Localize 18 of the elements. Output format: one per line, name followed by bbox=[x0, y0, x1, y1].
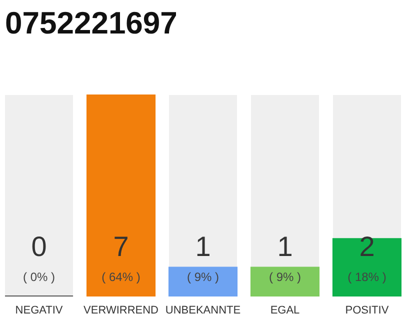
annotation: ( 64% ) bbox=[102, 270, 140, 284]
annotation: ( 9% ) bbox=[268, 270, 301, 284]
x-tick-label: NEGATIV bbox=[15, 304, 64, 316]
x-tick-label: VERWIRREND bbox=[84, 304, 159, 316]
data-label: 1 bbox=[195, 231, 211, 262]
data-label: 2 bbox=[359, 231, 375, 262]
x-tick-label: POSITIV bbox=[345, 304, 390, 316]
bar bbox=[250, 266, 320, 296]
data-label: 7 bbox=[113, 231, 129, 262]
annotation: ( 9% ) bbox=[186, 270, 220, 284]
chart-title: 0752221697 bbox=[5, 6, 178, 40]
data-label: 1 bbox=[277, 231, 293, 262]
x-tick-label: EGAL bbox=[270, 304, 300, 316]
annotation: ( 18% ) bbox=[348, 270, 386, 284]
annotation: ( 0% ) bbox=[23, 270, 56, 284]
x-tick-label: UNBEKANNTE bbox=[165, 304, 241, 316]
bar bbox=[168, 266, 238, 296]
data-label: 0 bbox=[31, 231, 47, 262]
